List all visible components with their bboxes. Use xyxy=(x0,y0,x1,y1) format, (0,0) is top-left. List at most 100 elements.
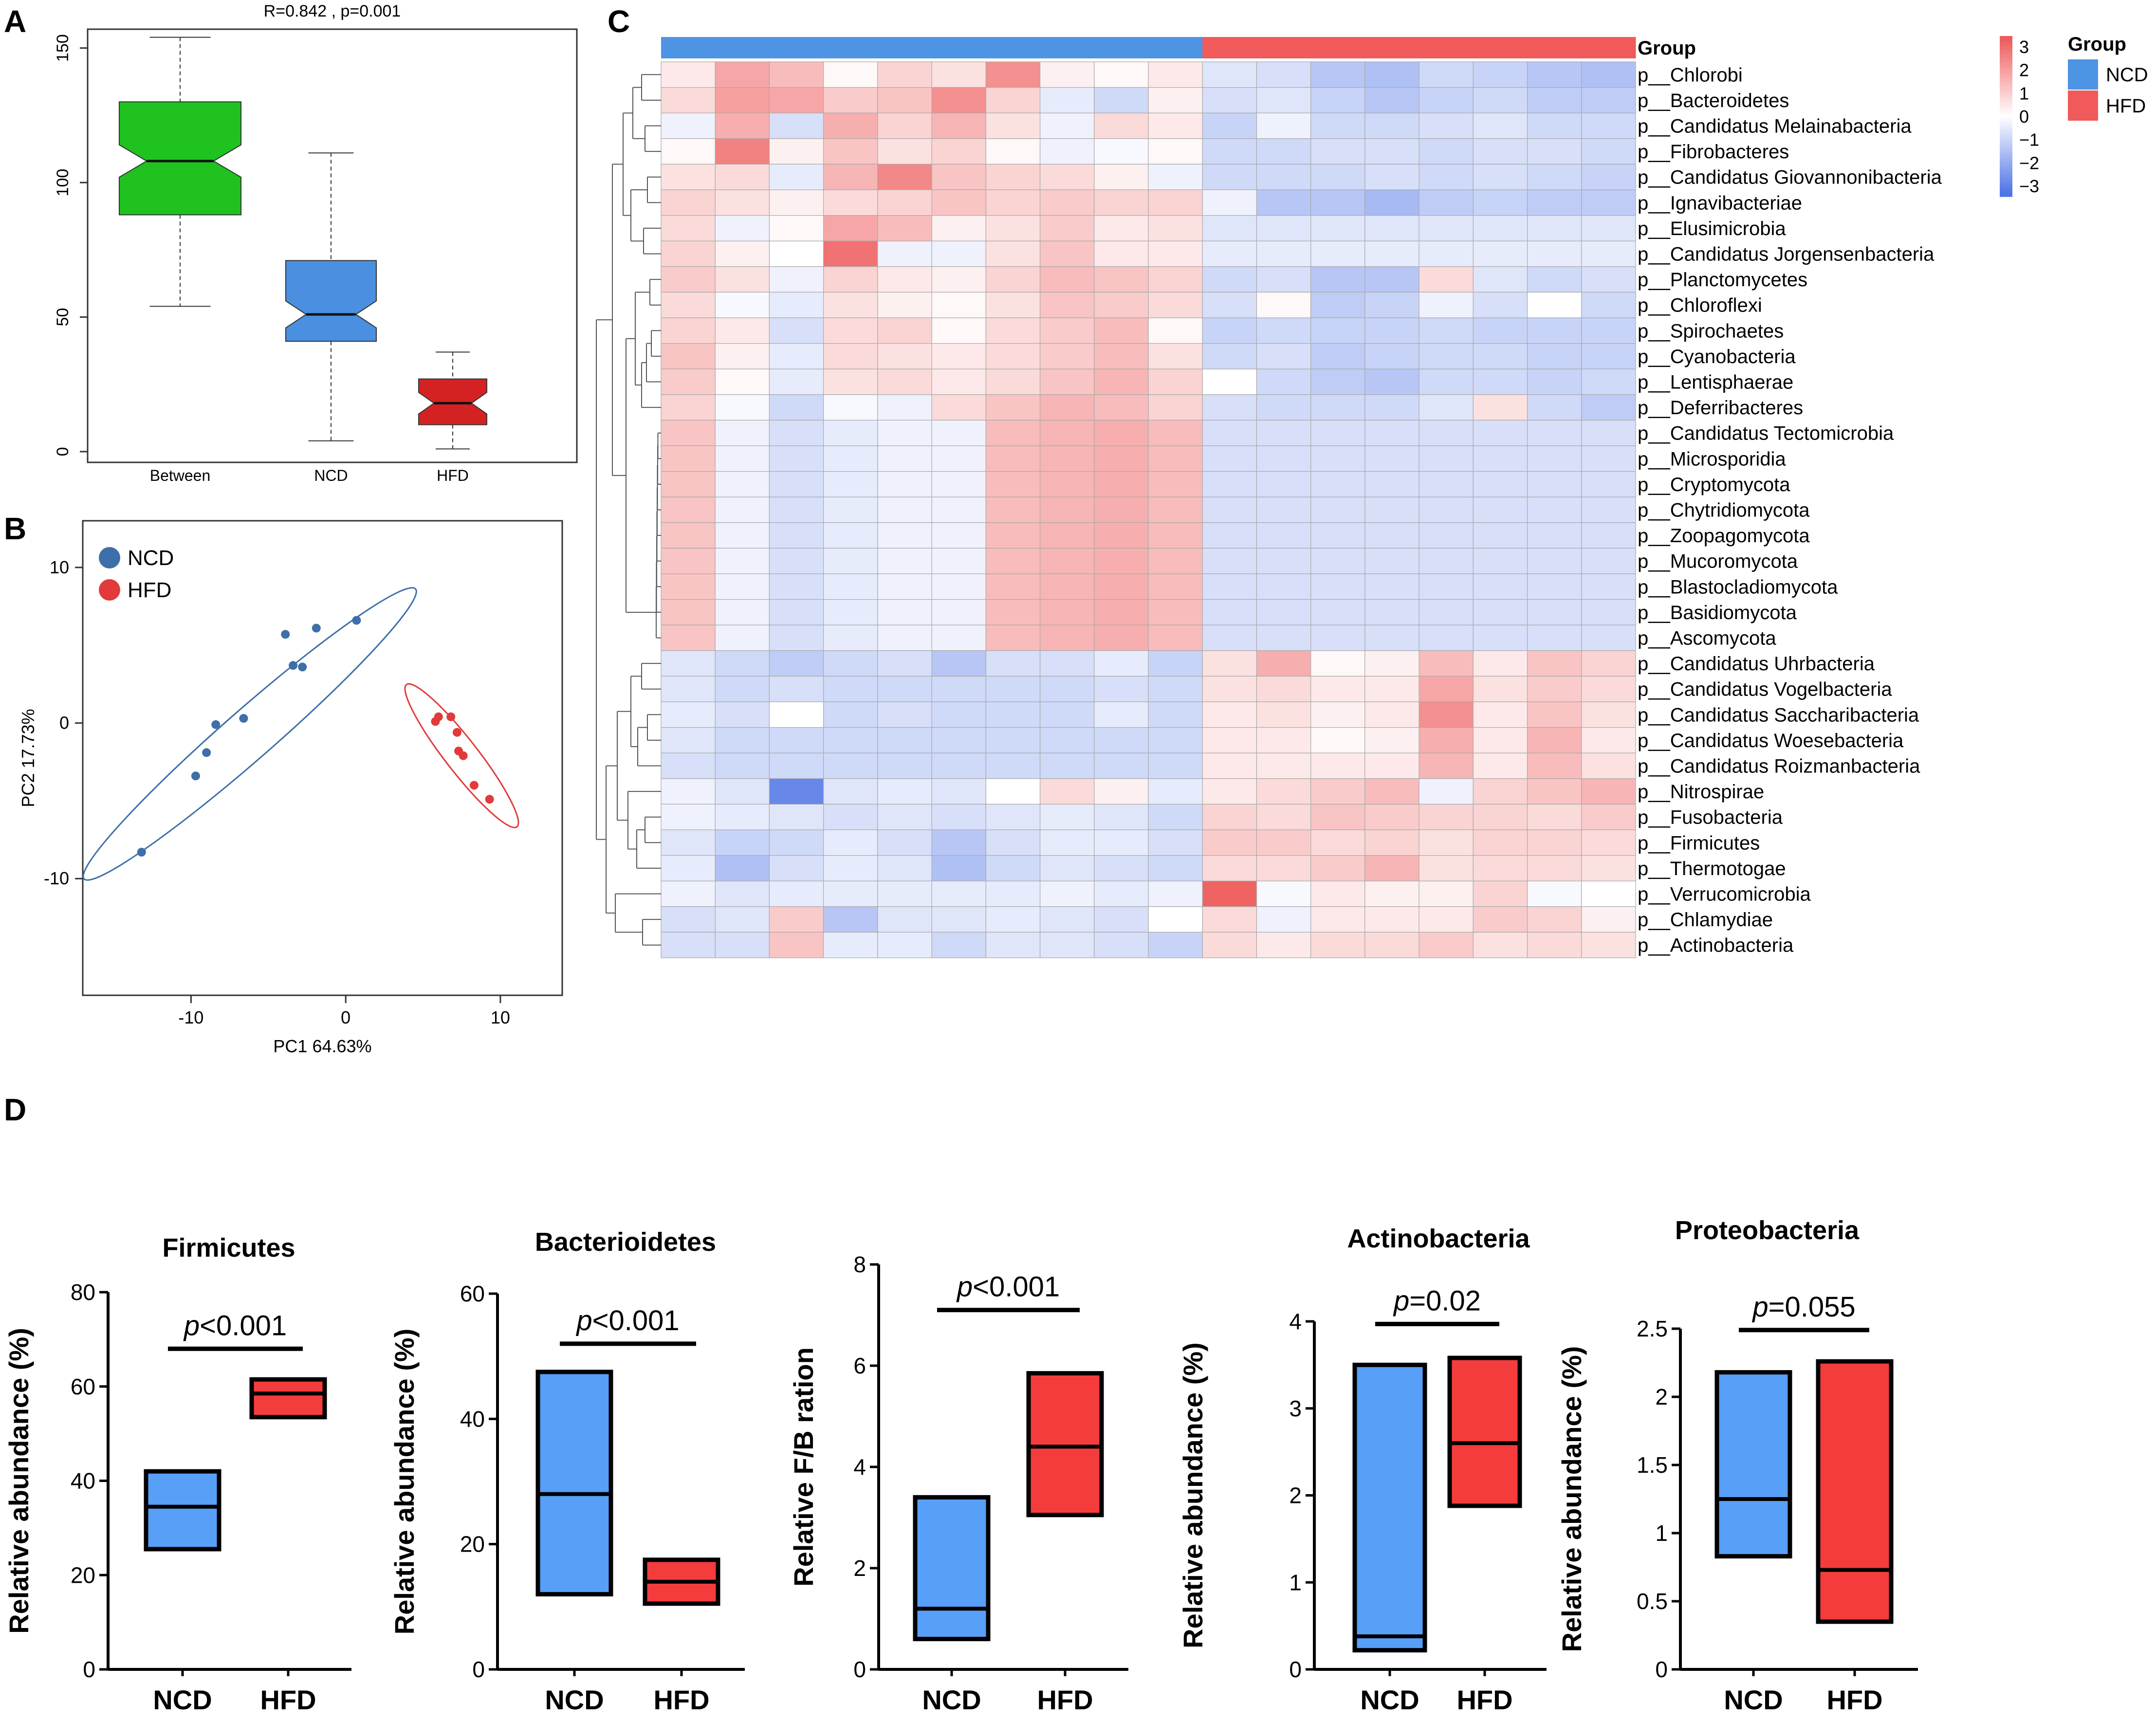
heatmap-cell xyxy=(985,701,1041,728)
row-label: p__Deferribacteres xyxy=(1638,397,1803,419)
heatmap-cell xyxy=(715,112,770,139)
heatmap-cell xyxy=(1094,343,1149,369)
color-scale-step xyxy=(2000,154,2012,157)
heatmap-cell xyxy=(769,164,824,190)
heatmap-cell xyxy=(1148,701,1203,728)
heatmap-cell xyxy=(1148,880,1203,907)
heatmap-cell xyxy=(1148,240,1203,267)
panel-c-heatmap: p__Chlorobi p__Bacteroidetes p__Candidatus… xyxy=(596,34,2148,958)
heatmap-cell xyxy=(1527,573,1582,600)
heatmap-cell xyxy=(661,829,716,856)
y-tick-label: 20 xyxy=(460,1532,485,1557)
heatmap-cell xyxy=(1256,343,1311,369)
color-scale-step xyxy=(2000,49,2012,53)
heatmap-cell xyxy=(715,650,770,677)
heatmap-cell xyxy=(1419,394,1474,421)
row-label: p__Planctomycetes xyxy=(1638,269,1807,291)
heatmap-cell xyxy=(1039,522,1095,549)
heatmap-cell xyxy=(661,727,716,753)
x-tick-label: NCD xyxy=(153,1684,212,1715)
heatmap-cell xyxy=(1581,215,1636,241)
point-hfd xyxy=(459,751,468,760)
heatmap-cell xyxy=(1419,701,1474,728)
heatmap-cell xyxy=(1094,880,1149,907)
x-tick-label: NCD xyxy=(922,1684,981,1715)
heatmap-cell xyxy=(1202,164,1257,190)
row-label: p__Candidatus Tectomicrobia xyxy=(1638,423,1894,444)
heatmap-cell xyxy=(877,727,932,753)
heatmap-cell xyxy=(985,752,1041,779)
heatmap-cell xyxy=(1364,420,1419,446)
heatmap-cell xyxy=(823,727,878,753)
group-bar-cell xyxy=(1527,37,1582,58)
y-tick-label: 4 xyxy=(1289,1309,1302,1334)
heatmap-cell xyxy=(823,445,878,472)
heatmap-cell xyxy=(1419,61,1474,88)
heatmap-cell xyxy=(1527,522,1582,549)
heatmap-cell xyxy=(1419,906,1474,933)
heatmap-cell xyxy=(1581,292,1636,318)
heatmap-cell xyxy=(1094,87,1149,113)
heatmap-cell xyxy=(715,240,770,267)
heatmap-cell xyxy=(1473,522,1528,549)
x-tick-label: NCD xyxy=(1360,1684,1419,1715)
x-axis-label: PC1 64.63% xyxy=(273,1036,371,1056)
legend-marker-ncd xyxy=(99,547,120,568)
heatmap-cell xyxy=(1364,61,1419,88)
heatmap-cell xyxy=(1256,87,1311,113)
heatmap-cell xyxy=(1039,61,1095,88)
heatmap-cell xyxy=(1148,778,1203,805)
row-label: p__Bacteroidetes xyxy=(1638,90,1789,111)
heatmap-cell xyxy=(769,368,824,395)
heatmap-cell xyxy=(1310,727,1365,753)
heatmap-cell xyxy=(1473,573,1528,600)
heatmap-cell xyxy=(715,266,770,293)
heatmap-cell xyxy=(1202,804,1257,830)
heatmap-cell xyxy=(1473,829,1528,856)
heatmap-cell xyxy=(1527,420,1582,446)
color-scale-step xyxy=(2000,159,2012,163)
heatmap-cell xyxy=(1527,292,1582,318)
heatmap-cell xyxy=(1256,164,1311,190)
heatmap-cell xyxy=(1581,240,1636,267)
box-ncd xyxy=(285,260,377,342)
heatmap-cell xyxy=(985,189,1041,216)
heatmap-cell xyxy=(1202,727,1257,753)
heatmap-cell xyxy=(985,215,1041,241)
heatmap-cell xyxy=(931,215,986,241)
heatmap-cell xyxy=(985,932,1041,958)
heatmap-cell xyxy=(1094,804,1149,830)
heatmap-cell xyxy=(715,804,770,830)
y-tick-label: 60 xyxy=(71,1374,95,1399)
heatmap-cell xyxy=(1039,394,1095,421)
heatmap-cell xyxy=(1256,61,1311,88)
heatmap-cell xyxy=(1473,471,1528,497)
heatmap-cell xyxy=(1527,215,1582,241)
y-tick-label: 0 xyxy=(54,447,72,456)
color-scale-step xyxy=(2000,122,2012,125)
color-scale-tick: −2 xyxy=(2019,153,2039,173)
box-ncd xyxy=(1352,1362,1427,1653)
heatmap-cell xyxy=(823,215,878,241)
heatmap-cell xyxy=(877,778,932,805)
color-scale-step xyxy=(2000,111,2012,114)
heatmap-cell xyxy=(877,368,932,395)
heatmap-cell xyxy=(1148,676,1203,702)
color-scale-step xyxy=(2000,175,2012,179)
heatmap-cell xyxy=(661,394,716,421)
heatmap-cell xyxy=(1419,215,1474,241)
color-scale-step xyxy=(2000,60,2012,63)
heatmap-cell xyxy=(823,599,878,625)
heatmap-cell xyxy=(823,471,878,497)
heatmap-cell xyxy=(1039,292,1095,318)
heatmap-cell xyxy=(931,548,986,574)
heatmap-cell xyxy=(1148,317,1203,344)
heatmap-cell xyxy=(877,87,932,113)
heatmap-cell xyxy=(877,240,932,267)
row-label: p__Mucoromycota xyxy=(1638,551,1798,572)
heatmap-cell xyxy=(1581,804,1636,830)
heatmap-cell xyxy=(1419,496,1474,523)
heatmap-cell xyxy=(985,829,1041,856)
heatmap-cell xyxy=(661,215,716,241)
